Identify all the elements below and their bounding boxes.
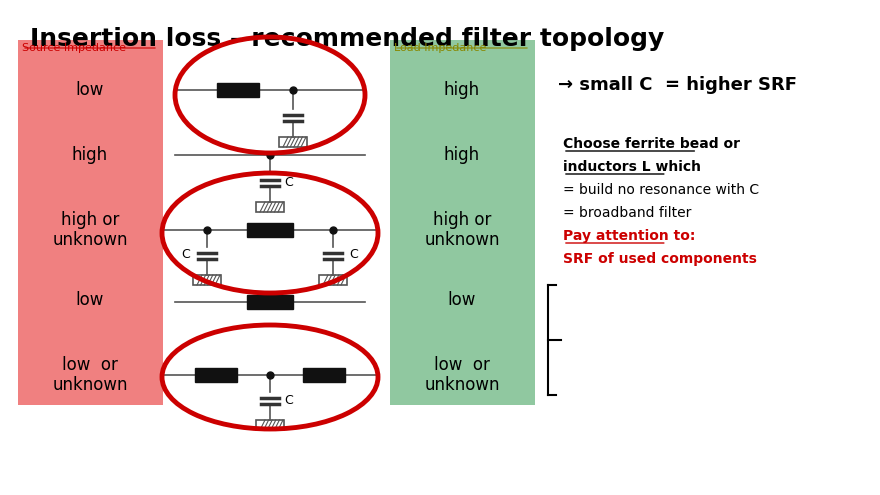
Text: high or
unknown: high or unknown xyxy=(424,210,500,249)
Text: = build no resonance with C: = build no resonance with C xyxy=(563,183,759,197)
FancyBboxPatch shape xyxy=(390,40,535,405)
FancyBboxPatch shape xyxy=(18,40,163,405)
FancyBboxPatch shape xyxy=(195,368,237,382)
FancyBboxPatch shape xyxy=(247,295,293,309)
FancyBboxPatch shape xyxy=(303,368,345,382)
FancyBboxPatch shape xyxy=(217,83,259,97)
Text: Pay attention to:: Pay attention to: xyxy=(563,229,695,243)
Text: Choose ferrite bead or: Choose ferrite bead or xyxy=(563,137,740,151)
Text: Source Impedance: Source Impedance xyxy=(22,43,126,53)
Text: Load Impedance: Load Impedance xyxy=(394,43,487,53)
Text: low  or
unknown: low or unknown xyxy=(424,355,500,395)
Text: high: high xyxy=(444,146,480,164)
Text: C: C xyxy=(284,395,293,407)
Text: high: high xyxy=(72,146,108,164)
Text: low: low xyxy=(76,81,104,99)
Text: C: C xyxy=(181,248,190,260)
Text: C: C xyxy=(284,177,293,190)
Text: high or
unknown: high or unknown xyxy=(52,210,128,249)
Text: L: L xyxy=(266,228,274,241)
Text: SRF of used components: SRF of used components xyxy=(563,252,757,266)
Text: C: C xyxy=(349,248,358,260)
FancyBboxPatch shape xyxy=(247,223,293,237)
Text: low: low xyxy=(76,291,104,309)
Text: = broadband filter: = broadband filter xyxy=(563,206,692,220)
Text: Insertion loss – recommended filter topology: Insertion loss – recommended filter topo… xyxy=(30,27,664,51)
Text: low  or
unknown: low or unknown xyxy=(52,355,128,395)
Text: high: high xyxy=(444,81,480,99)
Text: low: low xyxy=(448,291,476,309)
Text: inductors L which: inductors L which xyxy=(563,160,701,174)
Text: → small C  = higher SRF: → small C = higher SRF xyxy=(558,76,797,94)
